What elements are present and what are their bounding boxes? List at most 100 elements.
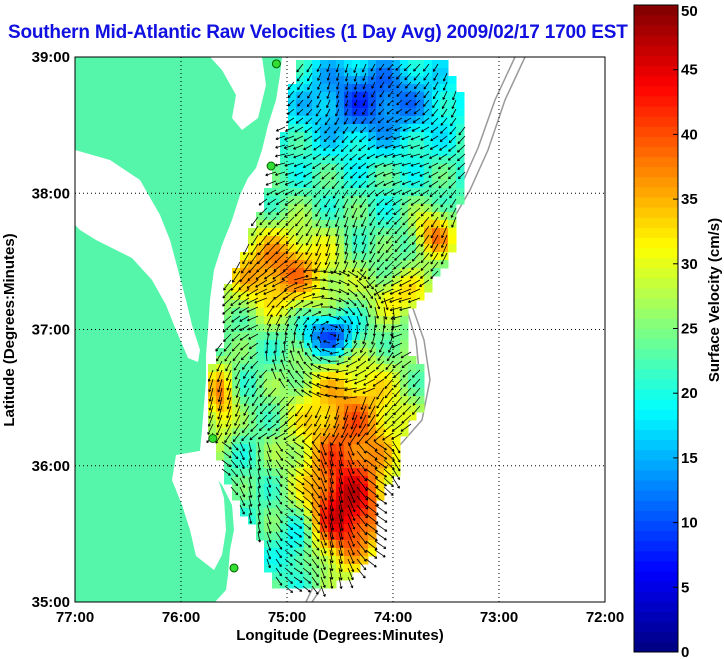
velocity-cell	[392, 420, 401, 429]
velocity-cell	[216, 348, 225, 357]
velocity-cell	[368, 492, 377, 501]
velocity-cell	[272, 500, 281, 509]
velocity-cell	[304, 188, 313, 197]
velocity-cell	[312, 460, 321, 469]
velocity-cell	[232, 396, 241, 405]
velocity-cell	[240, 284, 249, 293]
velocity-cell	[352, 396, 361, 405]
velocity-cell	[256, 468, 265, 477]
velocity-cell	[416, 388, 425, 397]
velocity-cell	[328, 132, 337, 141]
velocity-cell	[360, 212, 369, 221]
velocity-cell	[304, 516, 313, 525]
velocity-cell	[360, 340, 369, 349]
velocity-cell	[448, 228, 457, 237]
velocity-cell	[264, 372, 273, 381]
velocity-cell	[264, 300, 273, 309]
velocity-cell	[288, 316, 297, 325]
velocity-cell	[296, 100, 305, 109]
velocity-cell	[248, 292, 257, 301]
velocity-cell	[304, 364, 313, 373]
velocity-cell	[456, 180, 465, 189]
velocity-cell	[224, 284, 233, 293]
velocity-cell	[296, 212, 305, 221]
y-tick-labels: 35:00 36:00 37:00 38:00 39:00	[32, 49, 70, 611]
velocity-cell	[344, 140, 353, 149]
velocity-cell	[360, 164, 369, 173]
velocity-cell	[304, 492, 313, 501]
velocity-cell	[440, 148, 449, 157]
velocity-cell	[272, 308, 281, 317]
velocity-cell	[416, 244, 425, 253]
velocity-cell	[272, 580, 281, 589]
velocity-cell	[456, 100, 465, 109]
velocity-cell	[376, 68, 385, 77]
velocity-cell	[368, 172, 377, 181]
velocity-cell	[392, 188, 401, 197]
radar-station-marker	[229, 563, 239, 573]
velocity-cell	[352, 140, 361, 149]
velocity-cell	[288, 212, 297, 221]
velocity-cell	[256, 428, 265, 437]
velocity-cell	[336, 500, 345, 509]
velocity-cell	[264, 268, 273, 277]
velocity-cell	[368, 532, 377, 541]
velocity-cell	[416, 284, 425, 293]
velocity-cell	[248, 396, 257, 405]
velocity-cell	[232, 388, 241, 397]
velocity-cell	[352, 116, 361, 125]
velocity-cell	[424, 124, 433, 133]
velocity-cell	[304, 556, 313, 565]
velocity-cell	[440, 260, 449, 269]
velocity-cell	[408, 188, 417, 197]
velocity-cell	[352, 388, 361, 397]
velocity-cell	[392, 436, 401, 445]
velocity-cell	[456, 196, 465, 205]
velocity-cell	[304, 412, 313, 421]
velocity-cell	[344, 468, 353, 477]
velocity-cell	[384, 164, 393, 173]
velocity-cell	[392, 196, 401, 205]
velocity-cell	[440, 236, 449, 245]
velocity-cell	[336, 284, 345, 293]
velocity-cell	[328, 84, 337, 93]
velocity-cell	[352, 540, 361, 549]
velocity-cell	[312, 148, 321, 157]
velocity-cell	[400, 228, 409, 237]
velocity-cell	[280, 540, 289, 549]
x-tick-label: 75:00	[268, 609, 306, 626]
velocity-cell	[432, 228, 441, 237]
velocity-cell	[296, 276, 305, 285]
velocity-cell	[400, 188, 409, 197]
velocity-cell	[288, 356, 297, 365]
velocity-cell	[312, 484, 321, 493]
velocity-cell	[272, 516, 281, 525]
velocity-cell	[256, 324, 265, 333]
velocity-cell	[376, 252, 385, 261]
velocity-cell	[432, 68, 441, 77]
velocity-cell	[432, 188, 441, 197]
velocity-cell	[448, 220, 457, 229]
velocity-cell	[392, 276, 401, 285]
velocity-cell	[304, 180, 313, 189]
velocity-cell	[320, 164, 329, 173]
velocity-cell	[296, 388, 305, 397]
y-tick-label: 39:00	[32, 49, 70, 66]
velocity-cell	[384, 244, 393, 253]
velocity-cell	[368, 228, 377, 237]
velocity-cell	[280, 180, 289, 189]
velocity-cell	[360, 420, 369, 429]
velocity-cell	[392, 180, 401, 189]
radar-station-marker	[271, 59, 281, 69]
velocity-cell	[352, 108, 361, 117]
velocity-cell	[392, 284, 401, 293]
velocity-cell	[344, 220, 353, 229]
velocity-cell	[384, 348, 393, 357]
velocity-cell	[360, 500, 369, 509]
velocity-cell	[264, 524, 273, 533]
velocity-cell	[344, 356, 353, 365]
velocity-cell	[432, 212, 441, 221]
velocity-cell	[400, 156, 409, 165]
velocity-cell	[304, 388, 313, 397]
velocity-cell	[272, 212, 281, 221]
